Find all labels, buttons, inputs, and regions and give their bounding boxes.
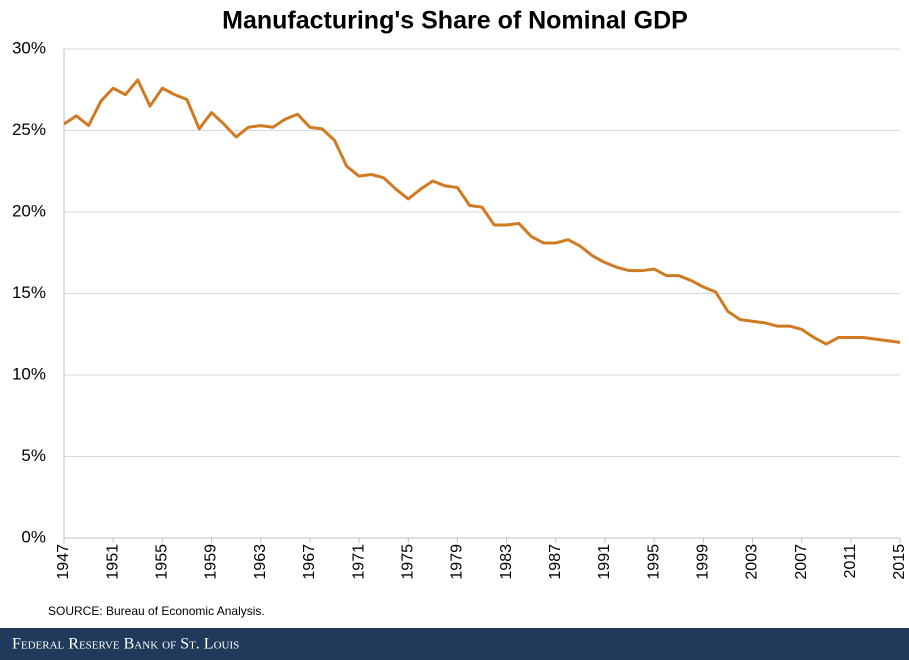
- x-tick-label: 1947: [55, 544, 72, 580]
- y-tick-label: 0%: [21, 527, 46, 546]
- x-tick-label: 1987: [547, 544, 564, 580]
- y-tick-label: 15%: [12, 283, 46, 302]
- x-tick-label: 1967: [301, 544, 318, 580]
- x-tick-label: 1955: [154, 544, 171, 580]
- y-tick-label: 10%: [12, 364, 46, 383]
- x-tick-label: 2015: [891, 544, 908, 580]
- x-tick-label: 2003: [744, 544, 761, 580]
- footer-band: [0, 628, 909, 660]
- y-tick-label: 5%: [21, 446, 46, 465]
- x-tick-label: 1983: [498, 544, 515, 580]
- x-tick-label: 1959: [203, 544, 220, 580]
- y-tick-label: 20%: [12, 201, 46, 220]
- x-tick-label: 1963: [252, 544, 269, 580]
- line-series: [63, 78, 901, 346]
- y-tick-label: 25%: [12, 120, 46, 139]
- x-tick-label: 1971: [350, 544, 367, 580]
- x-tick-label: 2007: [793, 544, 810, 580]
- x-tick-label: 1991: [596, 544, 613, 580]
- chart-title: Manufacturing's Share of Nominal GDP: [222, 7, 688, 35]
- x-tick-label: 1999: [695, 544, 712, 580]
- x-tick-label: 2011: [842, 544, 859, 579]
- y-tick-label: 30%: [12, 38, 46, 57]
- x-tick-label: 1995: [645, 544, 662, 580]
- x-tick-label: 1979: [449, 544, 466, 580]
- footer-text: Federal Reserve Bank of St. Louis: [12, 636, 239, 653]
- x-tick-label: 1975: [399, 544, 416, 580]
- x-tick-label: 1951: [104, 544, 121, 580]
- source-note: SOURCE: Bureau of Economic Analysis.: [48, 604, 265, 618]
